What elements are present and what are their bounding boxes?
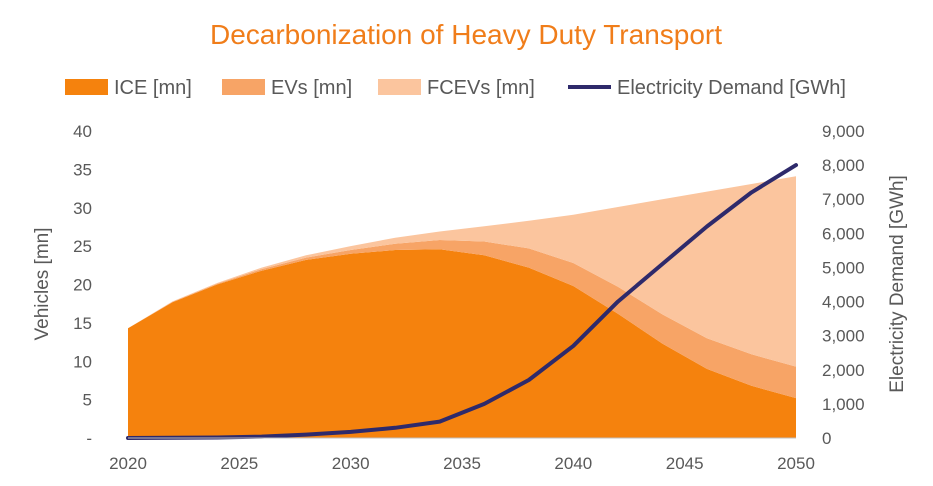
y2-tick-label: 5,000 <box>822 258 865 277</box>
legend-label-evs: EVs [mn] <box>271 77 352 99</box>
y2-tick-label: 8,000 <box>822 156 865 175</box>
y-tick-label: 10 <box>73 352 92 371</box>
y-axis-title: Vehicles [mn] <box>32 228 53 341</box>
y2-tick-label: 2,000 <box>822 361 865 380</box>
y2-tick-label: 7,000 <box>822 190 865 209</box>
x-tick-label: 2030 <box>332 454 370 473</box>
y-tick-label: 30 <box>73 199 92 218</box>
y-tick-label: 20 <box>73 276 92 295</box>
y-tick-label: 5 <box>83 391 92 410</box>
legend-label-ice: ICE [mn] <box>114 77 192 99</box>
area-series-0 <box>128 249 796 438</box>
y-axis: - 5 10 15 20 25 30 35 40 <box>73 122 92 448</box>
y-tick-label: - <box>86 429 92 448</box>
y-tick-label: 15 <box>73 314 92 333</box>
y-tick-label: 25 <box>73 237 92 256</box>
area-series-1 <box>128 240 796 399</box>
y2-tick-label: 3,000 <box>822 327 865 346</box>
plot-line <box>126 163 798 440</box>
legend-swatch-evs <box>222 79 265 95</box>
x-tick-label: 2045 <box>666 454 704 473</box>
legend-swatch-ice <box>65 79 108 95</box>
x-tick-label: 2040 <box>554 454 592 473</box>
chart-title: Decarbonization of Heavy Duty Transport <box>210 19 722 50</box>
x-tick-label: 2035 <box>443 454 481 473</box>
y2-tick-label: 0 <box>822 429 831 448</box>
plot-areas <box>128 176 796 438</box>
line-series-electricity <box>126 163 798 440</box>
y2-tick-label: 4,000 <box>822 293 865 312</box>
y2-axis-title: Electricity Demand [GWh] <box>887 175 908 393</box>
legend-label-electricity: Electricity Demand [GWh] <box>617 77 846 99</box>
legend-label-fcevs: FCEVs [mn] <box>427 77 535 99</box>
area-series-2 <box>128 176 796 367</box>
x-axis: 2020 2025 2030 2035 2040 2045 2050 <box>109 437 815 473</box>
y-tick-label: 40 <box>73 122 92 141</box>
y2-tick-label: 1,000 <box>822 395 865 414</box>
y2-tick-label: 6,000 <box>822 224 865 243</box>
x-tick-label: 2020 <box>109 454 147 473</box>
legend: ICE [mn] EVs [mn] FCEVs [mn] Electricity… <box>65 77 846 99</box>
y-tick-label: 35 <box>73 160 92 179</box>
y2-axis: 0 1,000 2,000 3,000 4,000 5,000 6,000 7,000 8,00… <box>822 122 865 448</box>
x-tick-label: 2025 <box>220 454 258 473</box>
legend-swatch-fcevs <box>378 79 421 95</box>
y2-tick-label: 9,000 <box>822 122 865 141</box>
x-tick-label: 2050 <box>777 454 815 473</box>
